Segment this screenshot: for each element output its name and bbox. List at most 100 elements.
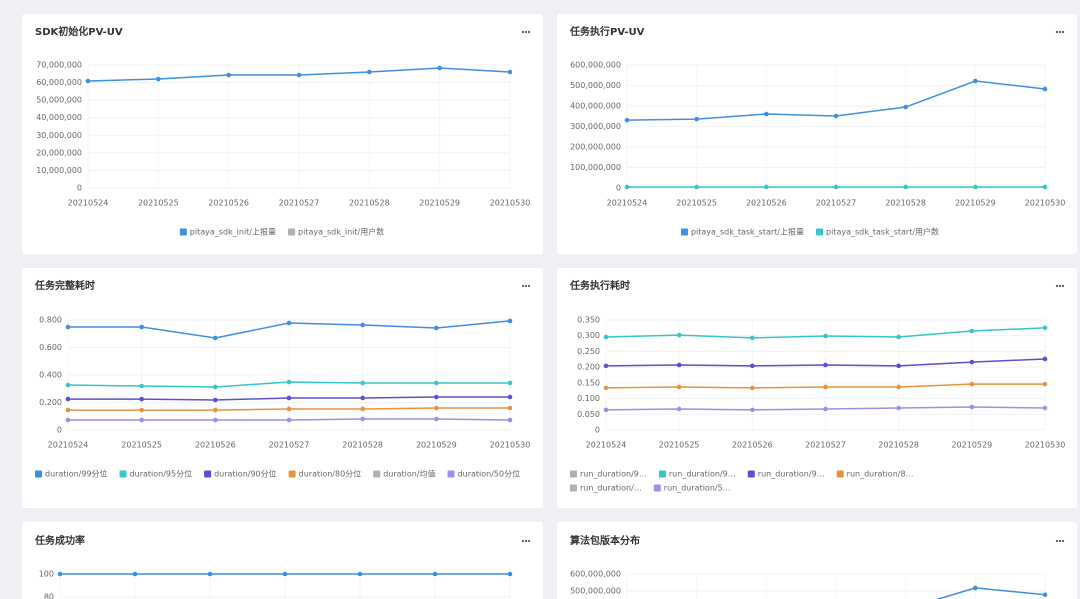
chart-title: 任务完整耗时 bbox=[34, 279, 95, 292]
legend-label: duration/80分位 bbox=[299, 469, 362, 479]
x-tick-label: 20210524 bbox=[68, 199, 109, 208]
legend-swatch bbox=[653, 484, 661, 492]
data-point bbox=[139, 383, 144, 389]
data-point bbox=[1042, 592, 1048, 598]
legend-item[interactable]: run_duration/… bbox=[570, 484, 642, 493]
y-tick-label: 50,000,000 bbox=[36, 96, 82, 105]
legend-item[interactable]: run_duration/9… bbox=[570, 470, 647, 479]
data-point bbox=[65, 417, 71, 423]
data-point bbox=[507, 417, 513, 423]
data-point bbox=[213, 397, 218, 403]
legend-swatch bbox=[680, 228, 688, 236]
data-point bbox=[85, 78, 91, 84]
y-tick-label: 400,000,000 bbox=[570, 102, 621, 111]
data-point bbox=[694, 184, 699, 190]
legend-label: duration/99分位 bbox=[45, 469, 108, 479]
more-menu[interactable] bbox=[1055, 284, 1065, 288]
legend-label: run_duration/5… bbox=[664, 484, 731, 493]
more-menu[interactable] bbox=[521, 539, 531, 543]
legend-item[interactable]: duration/90分位 bbox=[204, 469, 277, 479]
legend-swatch bbox=[204, 470, 212, 478]
data-point bbox=[57, 571, 63, 577]
data-point bbox=[434, 380, 439, 386]
panel bbox=[22, 14, 543, 254]
data-point bbox=[833, 184, 839, 190]
data-point bbox=[823, 384, 828, 390]
data-point bbox=[65, 382, 71, 388]
x-tick-label: 20210530 bbox=[490, 441, 531, 450]
data-point bbox=[973, 585, 978, 591]
y-tick-label: 100,000,000 bbox=[570, 163, 621, 172]
data-point bbox=[65, 324, 71, 330]
panels bbox=[22, 14, 1077, 599]
x-tick-label: 20210530 bbox=[490, 199, 531, 208]
y-tick-label: 300,000,000 bbox=[570, 122, 621, 131]
x-tick-label: 20210530 bbox=[1025, 441, 1066, 450]
legend-item[interactable]: pitaya_sdk_init/用户数 bbox=[288, 227, 384, 237]
data-point bbox=[360, 395, 365, 401]
x-tick-label: 20210528 bbox=[878, 441, 919, 450]
legend-item[interactable]: duration/95分位 bbox=[119, 469, 193, 479]
more-menu[interactable] bbox=[521, 284, 531, 288]
x-tick-label: 20210524 bbox=[586, 441, 627, 450]
data-point bbox=[286, 417, 292, 423]
y-tick-label: 600,000,000 bbox=[570, 570, 621, 579]
legend-item[interactable]: run_duration/9… bbox=[658, 470, 736, 479]
x-tick-label: 20210525 bbox=[659, 441, 700, 450]
more-menu[interactable] bbox=[521, 30, 531, 34]
x-tick-label: 20210528 bbox=[342, 441, 383, 450]
legend-item[interactable]: duration/99分位 bbox=[35, 469, 108, 479]
panel bbox=[557, 522, 1077, 599]
y-tick-label: 0.200 bbox=[39, 398, 62, 407]
more-menu[interactable] bbox=[1055, 30, 1065, 34]
panel bbox=[22, 522, 543, 599]
x-tick-label: 20210528 bbox=[349, 199, 390, 208]
legend-item[interactable]: duration/均值 bbox=[373, 469, 436, 479]
data-point bbox=[226, 72, 231, 78]
data-point bbox=[296, 72, 302, 78]
y-tick-label: 0.350 bbox=[577, 316, 600, 325]
data-point bbox=[969, 404, 975, 410]
data-point bbox=[432, 571, 438, 577]
y-tick-label: 100 bbox=[39, 570, 54, 579]
legend-item[interactable]: run_duration/9… bbox=[747, 470, 825, 479]
x-tick-label: 20210527 bbox=[816, 199, 857, 208]
y-tick-label: 60,000,000 bbox=[36, 78, 82, 87]
y-tick-label: 0.200 bbox=[577, 363, 600, 372]
legend-label: duration/均值 bbox=[383, 469, 435, 479]
data-point bbox=[603, 363, 609, 369]
legend-item[interactable]: duration/80分位 bbox=[288, 469, 362, 479]
data-point bbox=[286, 406, 292, 412]
data-point bbox=[282, 571, 288, 577]
y-tick-label: 0.600 bbox=[39, 343, 62, 352]
legend-label: duration/95分位 bbox=[130, 469, 193, 479]
legend-item[interactable]: pitaya_sdk_init/上报量 bbox=[179, 227, 276, 237]
data-point bbox=[764, 184, 769, 190]
x-tick-label: 20210525 bbox=[121, 441, 162, 450]
x-tick-label: 20210527 bbox=[279, 199, 320, 208]
legend-label: pitaya_sdk_init/上报量 bbox=[190, 227, 276, 237]
more-menu[interactable] bbox=[1055, 539, 1065, 543]
data-point bbox=[833, 113, 839, 119]
data-point bbox=[973, 184, 978, 190]
legend-item[interactable]: pitaya_sdk_task_start/上报量 bbox=[680, 227, 804, 237]
data-point bbox=[286, 379, 292, 385]
data-point bbox=[896, 405, 901, 411]
y-tick-label: 70,000,000 bbox=[36, 61, 82, 70]
data-point bbox=[286, 395, 292, 401]
data-point bbox=[823, 362, 828, 368]
legend-label: duration/90分位 bbox=[214, 469, 277, 479]
x-tick-label: 20210526 bbox=[746, 199, 787, 208]
legend-item[interactable]: run_duration/8… bbox=[836, 470, 914, 479]
data-point bbox=[367, 69, 372, 75]
legend-swatch bbox=[288, 228, 295, 236]
data-point bbox=[507, 571, 513, 577]
data-point bbox=[1042, 381, 1048, 387]
legend-item[interactable]: duration/50分位 bbox=[447, 469, 521, 479]
x-tick-label: 20210524 bbox=[607, 199, 648, 208]
data-point bbox=[676, 384, 682, 390]
data-point bbox=[156, 76, 161, 82]
legend-item[interactable]: pitaya_sdk_task_start/用户数 bbox=[816, 227, 939, 237]
chart-title: 任务执行耗时 bbox=[569, 279, 630, 292]
legend-item[interactable]: run_duration/5… bbox=[653, 484, 731, 493]
